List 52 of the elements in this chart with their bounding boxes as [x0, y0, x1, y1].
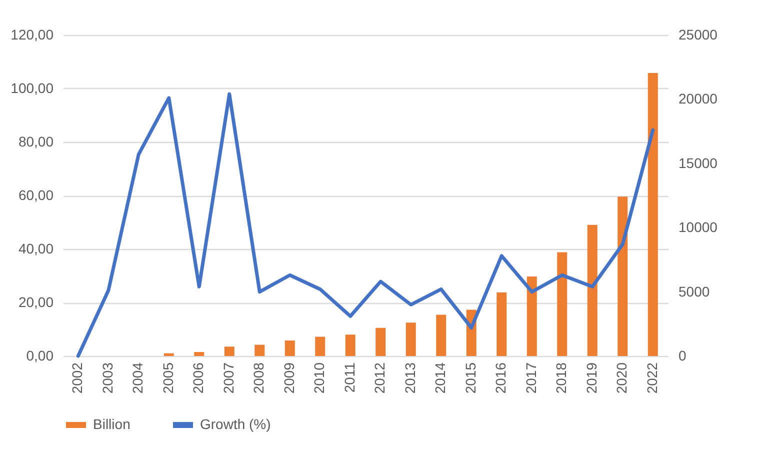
x-tick-label: 2006 [190, 362, 206, 394]
bar [376, 328, 386, 356]
y2-tick-label: 20000 [678, 90, 718, 107]
bar [164, 353, 174, 356]
x-tick-label: 2004 [130, 362, 146, 394]
legend-label: Billion [93, 416, 130, 432]
bar [284, 340, 295, 356]
y2-tick-label: 25000 [678, 26, 718, 42]
x-tick-label: 2019 [583, 362, 600, 394]
bar [345, 334, 356, 356]
x-tick-label: 2003 [99, 362, 116, 394]
bar [254, 344, 265, 356]
x-tick-label: 2002 [69, 362, 86, 394]
x-tick-label: 2011 [341, 362, 358, 393]
y-tick-label: 40,00 [18, 240, 54, 256]
bar [587, 224, 598, 356]
x-tick-label: 2016 [492, 362, 509, 394]
y-tick-label: 100,00 [10, 80, 54, 96]
x-tick-label: 2008 [250, 362, 267, 394]
y-tick-label: 120,00 [10, 26, 54, 42]
x-tick-label: 2018 [553, 362, 570, 394]
bar [406, 322, 416, 356]
x-tick-label: 2009 [280, 362, 297, 394]
y-tick-label: 20,00 [18, 294, 54, 310]
bar [526, 276, 537, 356]
bar [618, 196, 628, 356]
bar [496, 292, 507, 356]
x-tick-label: 2013 [402, 362, 418, 394]
y2-tick-label: 15000 [678, 154, 718, 171]
bar [224, 346, 234, 356]
x-tick-label: 2015 [462, 362, 478, 394]
x-tick-label: 2022 [644, 362, 660, 394]
bar [557, 252, 568, 356]
line-series [76, 92, 655, 358]
y-tick-label: 0,00 [26, 348, 54, 364]
x-tick-label: 2014 [432, 362, 448, 394]
x-tick-label: 2007 [220, 362, 236, 394]
bar [436, 314, 446, 356]
x-tick-label: 2017 [522, 362, 539, 394]
bar [194, 352, 204, 356]
y2-tick-label: 10000 [678, 219, 718, 236]
y2-tick-label: 5000 [678, 283, 710, 300]
x-tick-label: 2020 [614, 362, 630, 394]
bar [648, 72, 658, 356]
x-tick-label: 2012 [372, 362, 388, 394]
x-tick-label: 2005 [160, 362, 176, 394]
y-tick-label: 60,00 [18, 187, 54, 203]
y2-tick-label: 0 [678, 348, 686, 364]
legend-label: Growth (%) [200, 416, 271, 432]
bar [315, 336, 326, 356]
y-tick-label: 80,00 [18, 134, 54, 150]
x-tick-label: 2010 [311, 362, 328, 394]
